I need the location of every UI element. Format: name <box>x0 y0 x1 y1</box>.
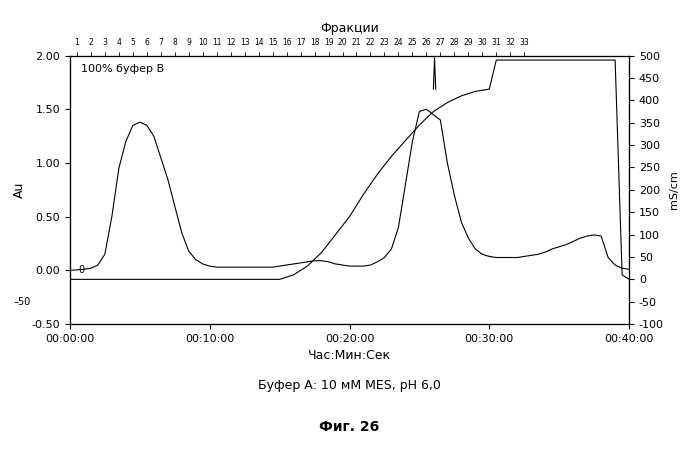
Text: Буфер А: 10 мМ MES, pH 6,0: Буфер А: 10 мМ MES, pH 6,0 <box>258 379 441 392</box>
Y-axis label: mS/cm: mS/cm <box>670 170 679 209</box>
Text: 100% буфер В: 100% буфер В <box>81 63 164 74</box>
X-axis label: Час:Мин:Сек: Час:Мин:Сек <box>308 350 391 363</box>
X-axis label: Фракции: Фракции <box>320 22 379 35</box>
Text: 0: 0 <box>78 265 85 275</box>
Text: –50: –50 <box>13 297 31 307</box>
Text: Фиг. 26: Фиг. 26 <box>319 419 380 433</box>
Y-axis label: Au: Au <box>13 181 26 198</box>
